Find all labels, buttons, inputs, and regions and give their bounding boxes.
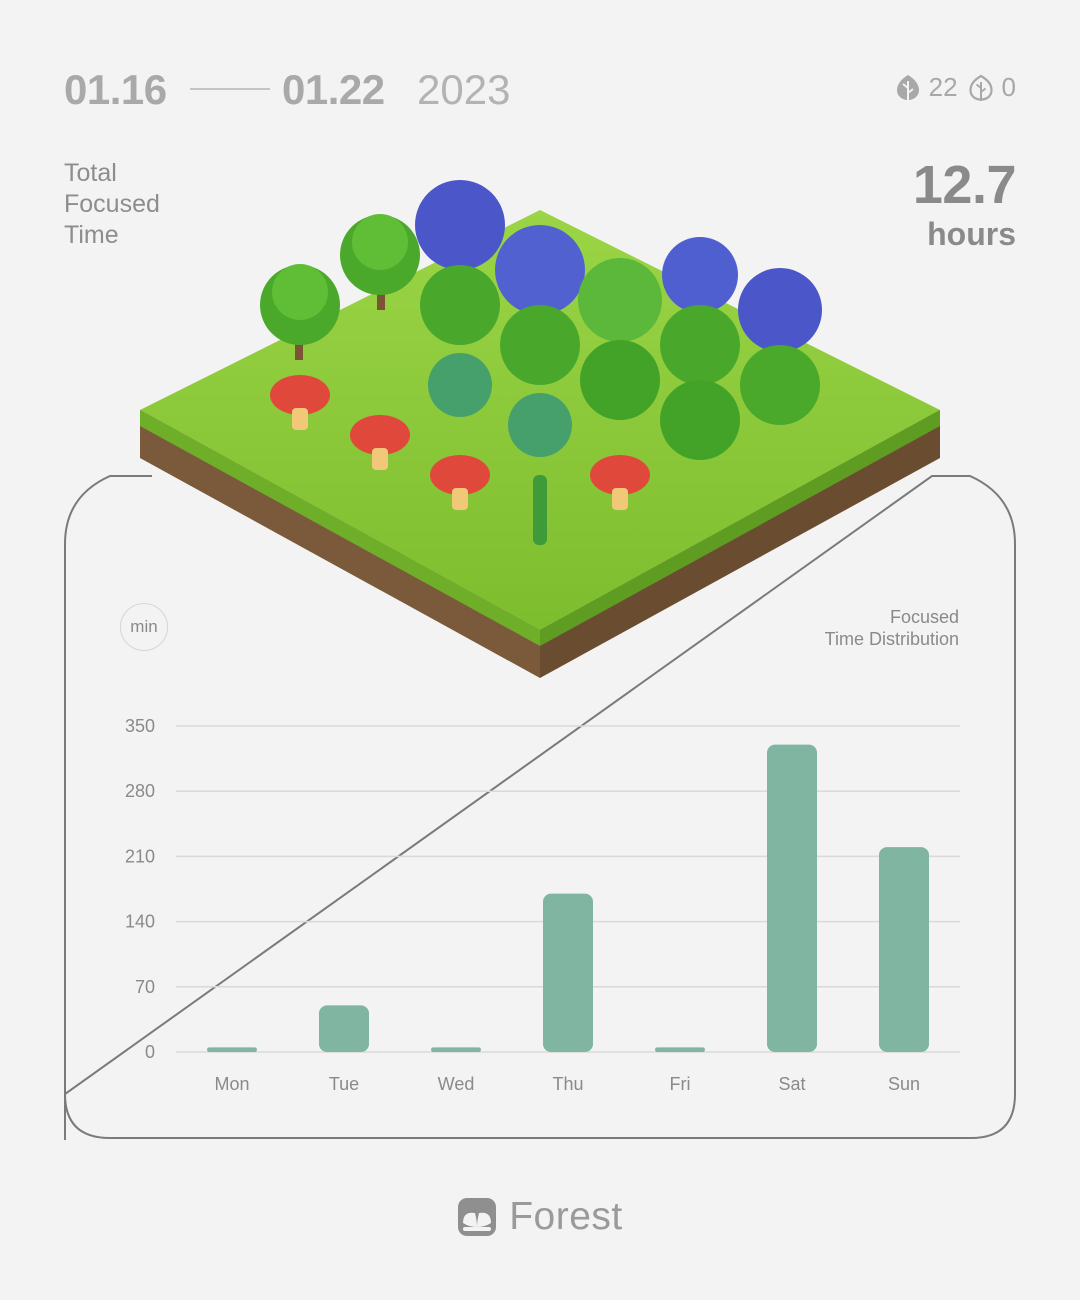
unit-badge: min — [120, 603, 168, 651]
bar-tue — [319, 1005, 369, 1052]
x-tick-label: Sun — [888, 1074, 920, 1094]
date-range-end: 01.22 — [282, 66, 385, 113]
trees-group — [260, 180, 822, 545]
date-header: 01.16 01.22 2023 22 0 — [64, 62, 1016, 122]
date-year: 2023 — [417, 66, 511, 113]
date-range-start: 01.16 — [64, 66, 167, 113]
chart-title-line1: Focused — [889, 607, 959, 627]
mushrooms-group — [270, 375, 650, 510]
total-focused-time-label: Total Focused Time — [64, 159, 160, 249]
total-focused-time-unit: hours — [927, 216, 1016, 252]
y-tick-label: 280 — [125, 781, 155, 801]
chart-title-line2: Time Distribution — [824, 629, 959, 649]
forest-illustration — [140, 180, 940, 678]
date-range-separator — [190, 88, 270, 90]
leaf-icon — [896, 74, 919, 101]
x-tick-label: Fri — [670, 1074, 691, 1094]
bar-sun — [879, 847, 929, 1052]
withered-leaf-icon — [968, 74, 993, 101]
tree-counts: 22 0 — [895, 72, 1016, 103]
chart-card — [64, 475, 1016, 1140]
x-tick-label: Mon — [214, 1074, 249, 1094]
x-tick-label: Wed — [438, 1074, 475, 1094]
y-tick-label: 350 — [125, 716, 155, 736]
y-tick-label: 70 — [135, 977, 155, 997]
bar-chart: 0 70 140 210 280 350 Mon Tue Wed Thu Fri Sat Sun — [125, 716, 960, 1094]
withered-tree-count: 0 — [968, 72, 1016, 103]
x-tick-label: Sat — [778, 1074, 805, 1094]
bar-wed — [431, 1047, 481, 1052]
healthy-count-value: 22 — [928, 72, 958, 102]
forest-logo-icon — [458, 1198, 497, 1236]
x-tick-label: Thu — [552, 1074, 583, 1094]
withered-count-value: 0 — [1001, 72, 1016, 102]
bar-sat — [767, 744, 817, 1052]
footer: Forest — [0, 1192, 1080, 1242]
bar-fri — [655, 1047, 705, 1052]
bar-thu — [543, 893, 593, 1052]
total-focused-time: 12.7 hours — [912, 155, 1017, 254]
x-tick-label: Tue — [329, 1074, 359, 1094]
y-tick-label: 0 — [145, 1042, 155, 1062]
bar-mon — [207, 1047, 257, 1052]
brand-name: Forest — [509, 1195, 623, 1238]
chart-title: Focused Time Distribution — [825, 606, 959, 650]
healthy-tree-count: 22 — [895, 72, 958, 103]
total-focused-time-value: 12.7 — [912, 155, 1017, 215]
y-tick-label: 140 — [125, 912, 155, 932]
y-tick-label: 210 — [125, 846, 155, 866]
